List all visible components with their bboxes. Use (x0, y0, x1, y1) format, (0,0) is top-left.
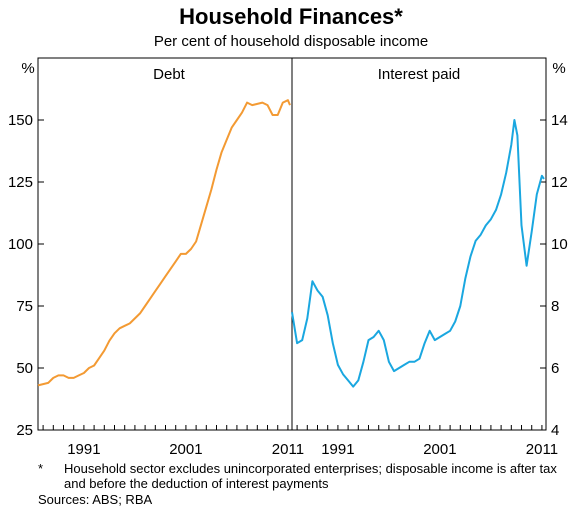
y-tick-label-interest-4: 12 (551, 174, 568, 191)
x-tick-label-debt-2: 2011 (272, 441, 304, 458)
series-layer (37, 99, 545, 388)
x-axis: 1991 2001 2011 1991 2001 2011 (42, 425, 558, 458)
chart-subtitle: Per cent of household disposable income (153, 33, 429, 50)
panel-title-interest: Interest paid (378, 66, 461, 83)
left-y-axis: 25 50 75 100 125 150 (8, 112, 44, 439)
x-tick-label-debt-1: 2001 (169, 441, 202, 458)
y-tick-label-debt-2: 75 (16, 298, 33, 315)
footnote-text: Household sector excludes unincorporated… (64, 461, 557, 491)
y-tick-label-debt-5: 150 (8, 112, 33, 129)
x-tick-label-interest-0: 1991 (321, 441, 354, 458)
footnote-mark: * (38, 461, 44, 476)
y-tick-label-interest-0: 4 (551, 422, 559, 439)
y-tick-label-interest-5: 14 (551, 112, 568, 129)
panel-title-debt: Debt (153, 66, 186, 83)
sources-note: Sources: ABS; RBA (38, 492, 153, 507)
chart-title: Household Finances* (179, 4, 403, 29)
y-tick-label-debt-0: 25 (16, 422, 33, 439)
y-tick-label-interest-2: 8 (551, 298, 559, 315)
y-tick-label-interest-1: 6 (551, 360, 559, 377)
x-tick-label-interest-1: 2001 (423, 441, 456, 458)
x-tick-label-debt-0: 1991 (67, 441, 100, 458)
right-y-unit: % (552, 60, 565, 77)
x-tick-label-interest-2: 2011 (526, 441, 558, 458)
y-tick-label-interest-3: 10 (551, 236, 568, 253)
y-tick-label-debt-3: 100 (8, 236, 33, 253)
y-tick-label-debt-4: 125 (8, 174, 33, 191)
series-line-debt-0 (37, 99, 291, 387)
left-y-unit: % (21, 60, 34, 77)
y-tick-label-debt-1: 50 (16, 360, 33, 377)
right-y-axis: 4 6 8 10 12 14 (540, 112, 568, 439)
series-line-interest-0 (291, 119, 545, 388)
